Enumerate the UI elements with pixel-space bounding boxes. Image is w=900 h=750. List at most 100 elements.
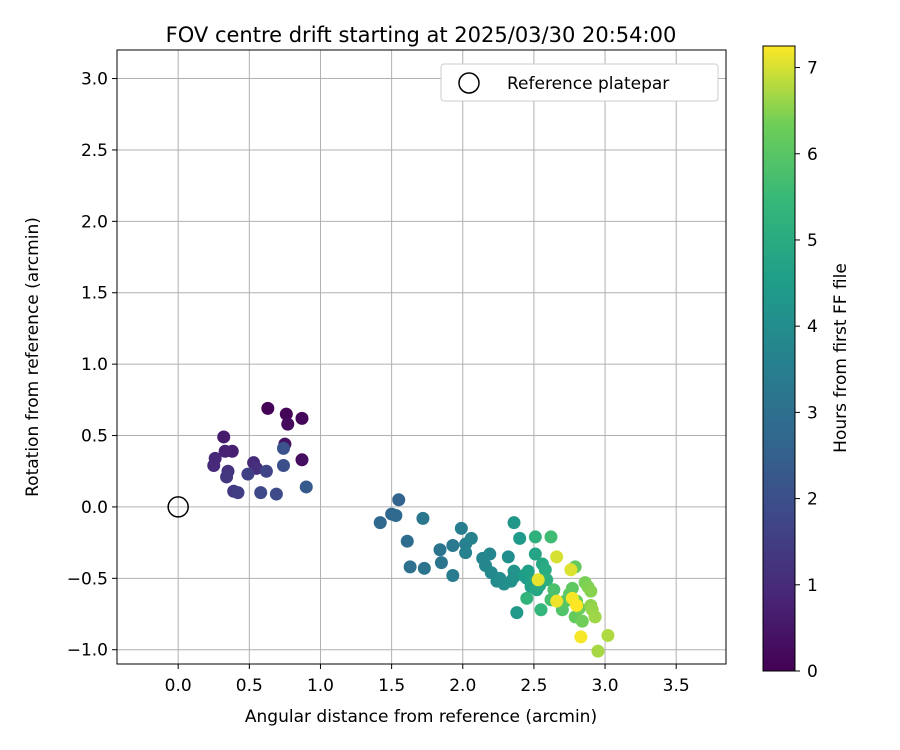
x-tick-label: 0.0 bbox=[165, 676, 192, 696]
data-point bbox=[534, 603, 548, 617]
data-point bbox=[528, 530, 542, 544]
data-point bbox=[279, 407, 293, 421]
data-point bbox=[464, 531, 478, 545]
data-point bbox=[392, 493, 406, 507]
data-point bbox=[220, 470, 234, 484]
data-point bbox=[276, 441, 290, 455]
colorbar-tick-label: 2 bbox=[807, 490, 818, 510]
data-point bbox=[434, 556, 448, 570]
colorbar-tick-label: 0 bbox=[807, 662, 818, 682]
data-point bbox=[521, 564, 535, 578]
data-point bbox=[254, 486, 268, 500]
y-tick-label: 0.0 bbox=[81, 498, 108, 518]
data-point bbox=[520, 591, 534, 605]
data-point bbox=[564, 563, 578, 577]
data-point bbox=[416, 511, 430, 525]
data-point bbox=[446, 568, 460, 582]
colorbar-tick-label: 3 bbox=[807, 403, 818, 423]
colorbar: 0 1 2 3 4 5 6 7 Hours from first FF file bbox=[762, 45, 851, 682]
data-point bbox=[446, 538, 460, 552]
x-tick-label: 1.0 bbox=[307, 676, 334, 696]
y-tick-label: 0.5 bbox=[81, 427, 108, 447]
data-point bbox=[591, 644, 605, 658]
data-point bbox=[483, 547, 497, 561]
legend: Reference platepar bbox=[440, 63, 719, 102]
data-point bbox=[601, 628, 615, 642]
data-point bbox=[269, 487, 283, 501]
data-point bbox=[584, 584, 598, 598]
data-point bbox=[295, 453, 309, 467]
data-point bbox=[299, 480, 313, 494]
data-point bbox=[218, 444, 232, 458]
data-point bbox=[528, 547, 542, 561]
data-point bbox=[433, 543, 447, 557]
y-tick-label: 2.5 bbox=[81, 141, 108, 161]
x-tick-label: 3.5 bbox=[663, 676, 690, 696]
data-point bbox=[417, 561, 431, 575]
data-point bbox=[241, 467, 255, 481]
data-point bbox=[259, 464, 273, 478]
x-axis-ticks: 0.0 0.5 1.0 1.5 2.0 2.5 3.0 3.5 bbox=[165, 664, 690, 696]
data-point bbox=[510, 606, 524, 620]
data-point bbox=[513, 531, 527, 545]
data-point bbox=[565, 581, 579, 595]
data-point bbox=[550, 594, 564, 608]
data-point bbox=[570, 598, 584, 612]
data-point bbox=[217, 430, 231, 444]
data-point bbox=[588, 610, 602, 624]
colorbar-label: Hours from first FF file bbox=[831, 263, 851, 453]
legend-frame bbox=[440, 63, 719, 102]
colorbar-ticks: 0 1 2 3 4 5 6 7 bbox=[795, 59, 818, 682]
data-point bbox=[276, 459, 290, 473]
data-point bbox=[454, 521, 468, 535]
colorbar-tick-label: 4 bbox=[807, 317, 818, 337]
reference-marker-layer bbox=[167, 496, 189, 518]
data-point bbox=[261, 401, 275, 415]
data-point bbox=[507, 516, 521, 530]
x-tick-label: 1.5 bbox=[378, 676, 405, 696]
data-point bbox=[575, 614, 589, 628]
reference-marker bbox=[167, 496, 189, 518]
data-point bbox=[574, 630, 588, 644]
y-axis-ticks: −1.0 −0.5 0.0 0.5 1.0 1.5 2.0 2.5 3.0 bbox=[67, 70, 117, 661]
colorbar-tick-label: 1 bbox=[807, 576, 818, 596]
plot-area: 0.0 0.5 1.0 1.5 2.0 2.5 3.0 3.5 −1.0 −0.5 0.0 0.5 1… bbox=[67, 49, 727, 696]
y-tick-label: 3.0 bbox=[81, 70, 108, 90]
colorbar-tick-label: 5 bbox=[807, 231, 818, 251]
x-tick-label: 0.5 bbox=[236, 676, 263, 696]
data-point bbox=[547, 583, 561, 597]
data-point bbox=[373, 516, 387, 530]
y-axis-label: Rotation from reference (arcmin) bbox=[23, 217, 43, 497]
legend-label-reference: Reference platepar bbox=[507, 74, 669, 94]
data-point bbox=[231, 486, 245, 500]
y-tick-label: −1.0 bbox=[67, 641, 108, 661]
colorbar-gradient bbox=[762, 45, 796, 672]
data-point bbox=[459, 546, 473, 560]
data-point bbox=[207, 459, 221, 473]
data-point bbox=[403, 560, 417, 574]
data-point bbox=[544, 530, 558, 544]
chart-title: FOV centre drift starting at 2025/03/30 … bbox=[166, 23, 677, 47]
legend-reference-marker bbox=[458, 72, 480, 94]
data-point bbox=[538, 563, 552, 577]
data-point bbox=[295, 411, 309, 425]
y-tick-label: 1.5 bbox=[81, 284, 108, 304]
scatter-points bbox=[207, 401, 615, 658]
data-point bbox=[531, 573, 545, 587]
data-point bbox=[400, 534, 414, 548]
data-point bbox=[389, 508, 403, 522]
plot-frame bbox=[116, 49, 727, 665]
x-tick-label: 3.0 bbox=[592, 676, 619, 696]
x-tick-label: 2.0 bbox=[449, 676, 476, 696]
data-point bbox=[550, 550, 564, 564]
data-point bbox=[281, 417, 295, 431]
y-tick-label: −0.5 bbox=[67, 569, 108, 589]
data-point bbox=[501, 550, 515, 564]
data-point bbox=[507, 564, 521, 578]
colorbar-tick-label: 6 bbox=[807, 145, 818, 165]
y-tick-label: 1.0 bbox=[81, 355, 108, 375]
x-axis-label: Angular distance from reference (arcmin) bbox=[245, 707, 597, 727]
x-tick-label: 2.5 bbox=[520, 676, 547, 696]
y-tick-label: 2.0 bbox=[81, 212, 108, 232]
colorbar-tick-label: 7 bbox=[807, 59, 818, 79]
